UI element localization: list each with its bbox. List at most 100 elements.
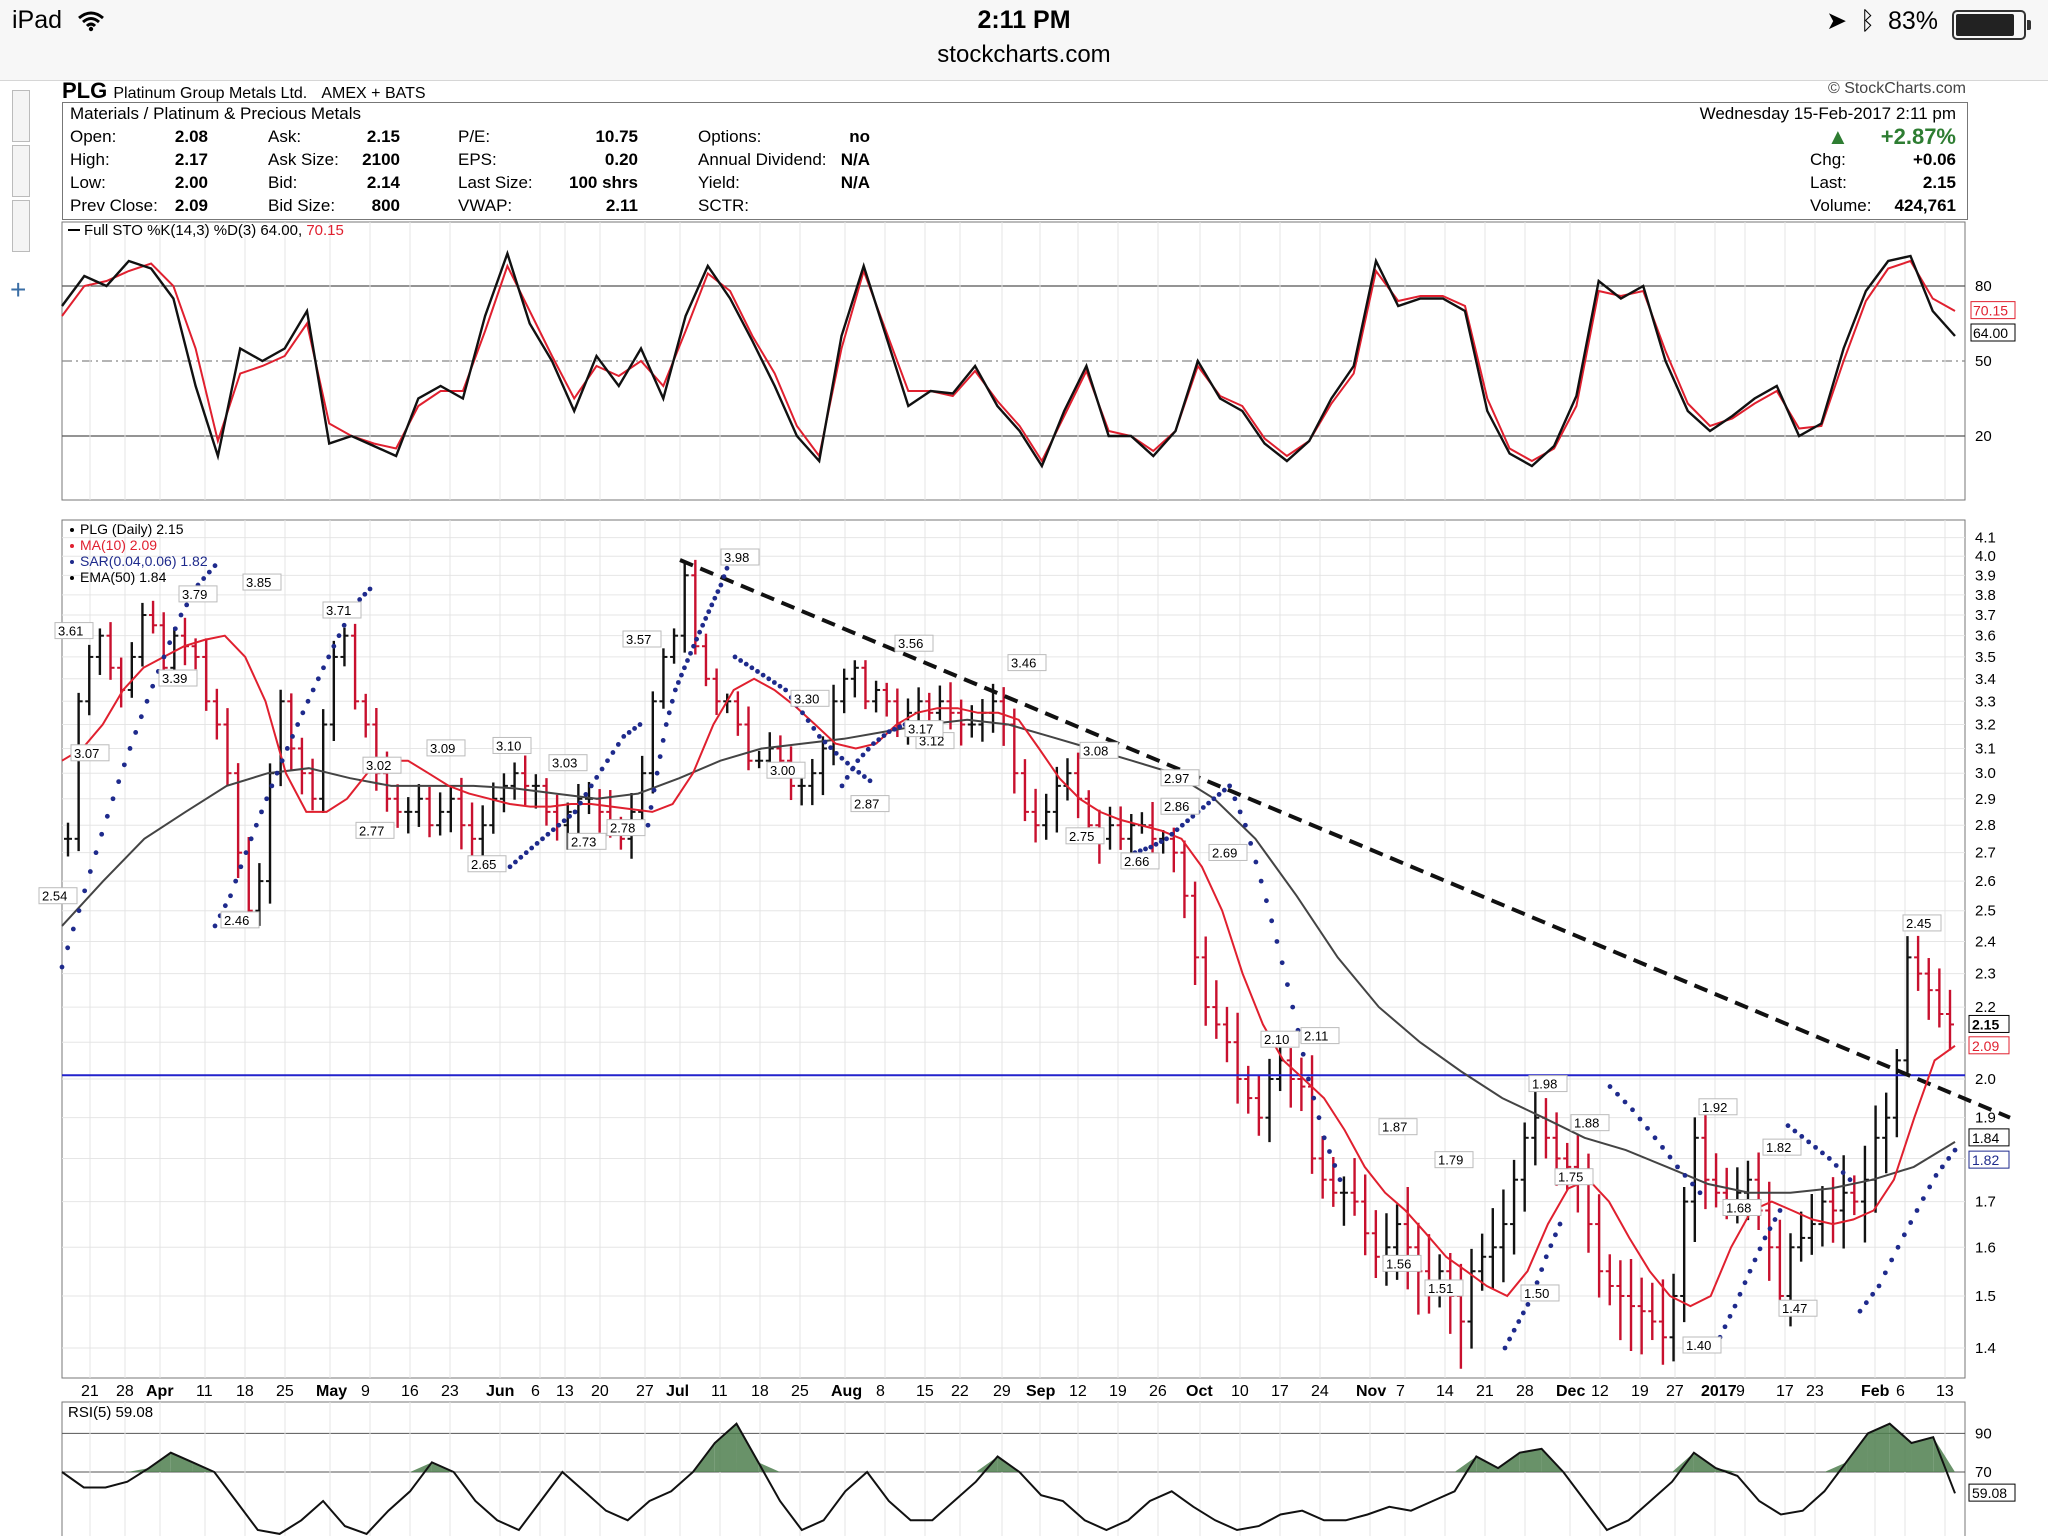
add-indicator-icon[interactable]: + — [10, 274, 27, 305]
sar-dot — [1777, 1208, 1783, 1213]
x-tick-label: 21 — [1476, 1383, 1494, 1400]
price-annotation: 3.57 — [626, 632, 651, 647]
price-annotation: 2.75 — [1069, 829, 1094, 844]
chg-label: Chg: — [1810, 150, 1846, 169]
x-tick-label: 13 — [1936, 1383, 1954, 1400]
sar-dot — [771, 680, 777, 685]
quote-label: VWAP: — [458, 196, 513, 215]
sar-dot — [850, 766, 855, 772]
sar-dot — [1232, 796, 1238, 802]
x-tick-label: 17 — [1776, 1383, 1794, 1400]
price-tick-label: 3.0 — [1975, 765, 1996, 782]
price-annotation-box — [904, 720, 944, 738]
price-panel-frame — [61, 519, 1966, 1379]
tool-button[interactable] — [12, 200, 30, 252]
x-tick-label: 19 — [1109, 1383, 1127, 1400]
sar-dot — [341, 622, 347, 628]
quote-value: 2.17 — [174, 150, 208, 169]
sar-dot — [65, 945, 71, 951]
sar-dot — [315, 676, 321, 682]
sar-dot — [1722, 1324, 1728, 1330]
sar-dot — [1652, 1135, 1658, 1141]
sar-dot — [715, 589, 721, 595]
sto-tick-label: 80 — [1975, 278, 1992, 295]
sar-dot — [228, 893, 233, 899]
sar-dot — [1637, 1116, 1643, 1122]
price-tick-label: 2.5 — [1975, 903, 1996, 920]
sto-d-tag: 70.15 — [1973, 303, 2008, 319]
sar-dot — [233, 878, 239, 884]
rsi-overbought-fill — [1454, 1456, 1477, 1472]
sar-dot — [1752, 1257, 1758, 1263]
x-tick-label: Apr — [146, 1383, 174, 1400]
sar-dot — [805, 718, 811, 723]
rsi-legend: RSI(5) 59.08 — [68, 1404, 153, 1421]
price-annotation-box — [915, 732, 955, 750]
price-tick-label: 3.5 — [1975, 649, 1996, 666]
sar-dot — [691, 643, 696, 649]
sar-dot — [865, 746, 871, 752]
sar-dot — [1200, 805, 1206, 810]
x-tick-label: 24 — [1311, 1383, 1329, 1400]
sar-dot — [800, 710, 805, 716]
sto-tick-label: 50 — [1975, 353, 1992, 370]
rsi-tag: 59.08 — [1972, 1485, 2007, 1501]
sar-dot — [561, 818, 567, 824]
price-annotation-box — [1554, 1168, 1594, 1186]
rsi-overbought-fill — [1672, 1452, 1694, 1472]
rsi-overbought-fill — [1911, 1437, 1934, 1472]
price-annotation-box — [1682, 1336, 1722, 1354]
quote-value: 100 shrs — [569, 173, 638, 192]
address-bar-url[interactable]: stockcharts.com — [937, 41, 1111, 68]
sar-dot — [222, 903, 228, 909]
sar-dot — [518, 854, 524, 860]
price-tick-label: 2.3 — [1975, 966, 1996, 983]
company-name: Platinum Group Metals Ltd. — [113, 85, 308, 102]
tool-button[interactable] — [12, 90, 30, 142]
sar-dot — [1667, 1154, 1673, 1160]
sto-k-tag-box — [1970, 323, 2016, 342]
x-tick-label: 15 — [916, 1383, 934, 1400]
sar-dot — [1321, 1135, 1327, 1141]
x-tick-label: 10 — [1231, 1383, 1249, 1400]
sar-dot — [1179, 822, 1185, 828]
price-annotation-box — [1160, 769, 1200, 787]
sar-dot — [1185, 818, 1190, 824]
sar-dot — [709, 602, 715, 608]
quote-value: N/A — [840, 173, 870, 192]
price-legend-item: SAR(0.04,0.06) 1.82 — [80, 553, 208, 569]
price-annotation-box — [567, 832, 607, 850]
quote-label: Options: — [698, 127, 762, 146]
watermark: © StockCharts.com — [1827, 80, 1966, 97]
volume-value: 424,761 — [1894, 196, 1956, 215]
sar-dot — [189, 592, 195, 598]
sar-dot — [1757, 1246, 1763, 1252]
sar-dot — [1876, 1283, 1882, 1289]
sar-dot — [892, 726, 897, 732]
quote-value: 0.20 — [604, 150, 638, 169]
sto-tick-label: 20 — [1975, 428, 1992, 445]
rsi-overbought-fill — [1715, 1468, 1738, 1472]
price-annotation-box — [548, 754, 588, 772]
sar-dot — [1195, 809, 1201, 815]
price-tick-label: 1.9 — [1975, 1110, 1996, 1127]
sar-dot — [610, 750, 616, 755]
battery-percent: 83% — [1887, 7, 1938, 35]
sar-dot — [1901, 1232, 1907, 1238]
sar-dot — [645, 822, 651, 828]
sar-dot — [724, 565, 730, 571]
tool-button[interactable] — [12, 145, 30, 197]
price-annotation: 2.97 — [1164, 771, 1189, 786]
price-tick-label: 1.5 — [1975, 1288, 1996, 1305]
sar-dot — [1690, 1181, 1695, 1187]
sar-dot — [300, 710, 306, 716]
sar-dot — [1274, 939, 1280, 944]
price-legend-item: MA(10) 2.09 — [80, 537, 157, 553]
sar-dot — [1327, 1149, 1332, 1154]
sar-dot — [881, 733, 887, 738]
sar-dot — [1290, 1004, 1296, 1010]
sar-dot — [357, 597, 363, 602]
price-tick-label: 4.1 — [1975, 530, 1996, 547]
sar-dot — [1927, 1184, 1933, 1190]
sar-dot — [507, 864, 513, 870]
